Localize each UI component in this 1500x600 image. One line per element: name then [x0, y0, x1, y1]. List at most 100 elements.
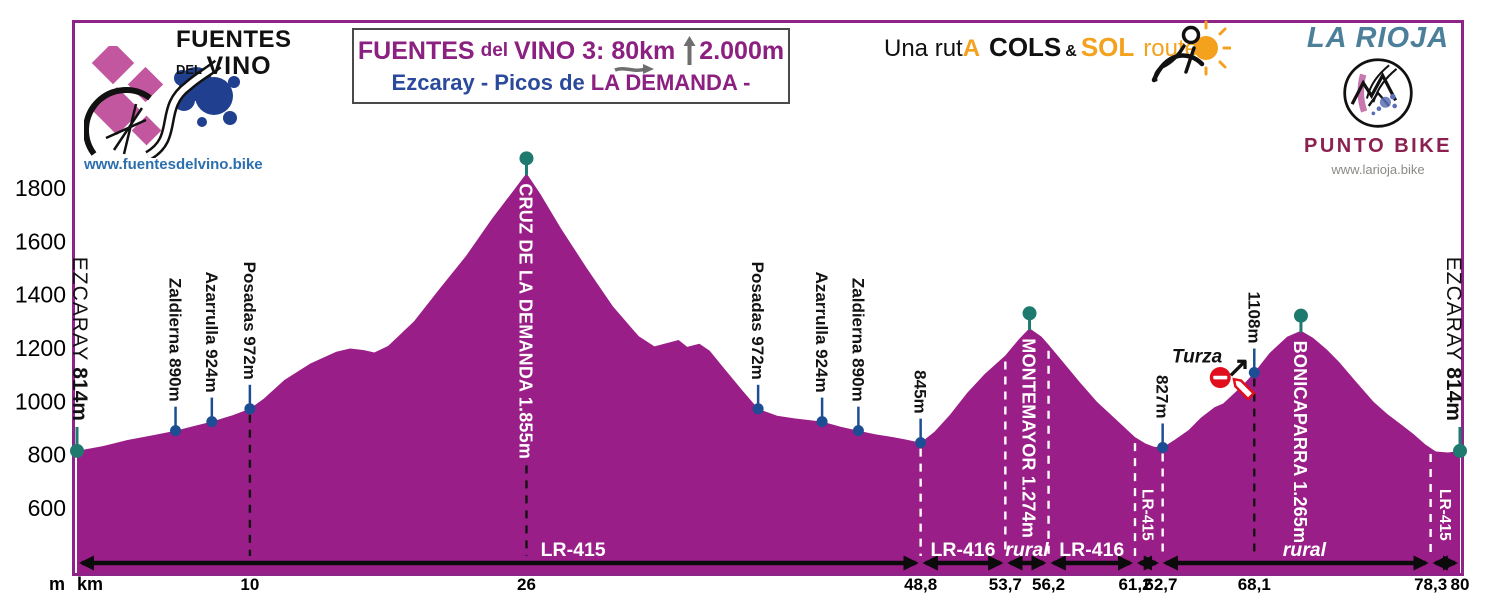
route-title-line1: FUENTES del VINO 3: 80km 2.000m — [358, 36, 785, 74]
vino-word: VINO — [206, 52, 272, 80]
km-dashed-lines — [248, 350, 1432, 556]
turza-label: Turza — [1172, 347, 1223, 368]
route-direction-arrow-icon — [614, 63, 655, 74]
y-axis-tick-label: 1200 — [15, 335, 66, 361]
del-word: DEL — [176, 62, 202, 77]
axis-labels: 1800 1600 1400 1200 1000 800 600 10 26 48,8 53,7 56… — [15, 175, 1470, 594]
tagline-ampersand: & — [1065, 43, 1077, 60]
waypoint-dot — [170, 425, 182, 437]
x-axis-unit-label: km — [77, 574, 103, 594]
waypoint-label: 1108m — [1244, 292, 1263, 344]
waypoint-label: Posadas 972m — [748, 262, 767, 380]
waypoint-label: Azarrulla 924m — [202, 272, 221, 393]
summit-dot — [519, 151, 534, 166]
y-axis-tick-label: 1400 — [15, 282, 66, 308]
punto-bike-emblem-icon — [1343, 58, 1413, 128]
rioja-website-link[interactable]: www.larioja.bike — [1331, 162, 1425, 177]
x-axis-tick-label: 62,7 — [1144, 575, 1177, 594]
tagline-part2: A — [962, 35, 981, 62]
tagline-cols: COLS — [989, 32, 1062, 62]
blue-speckles — [1371, 93, 1397, 116]
waypoint-label: Azarrulla 924m — [812, 272, 831, 393]
red-signpost-icon — [1232, 377, 1256, 401]
summit-label: MONTEMAYOR 1.274m — [1019, 338, 1039, 538]
waypoint-label: Zaldierna 890m — [166, 278, 185, 402]
fuentes-website-link[interactable]: www.fuentesdelvino.bike — [84, 156, 263, 173]
title-name2: del — [480, 40, 509, 61]
route-elevation-gain: 2.000m — [699, 36, 785, 65]
sun-icon — [1194, 20, 1231, 76]
waypoint-dot — [915, 437, 927, 449]
road-segment-label: LR-416 — [1059, 539, 1124, 561]
summit-label: CRUZ DE LA DEMANDA 1.855m — [515, 183, 535, 459]
x-axis-tick-label: 53,7 — [989, 575, 1022, 594]
x-axis-tick-label: 68,1 — [1238, 575, 1271, 594]
fuentes-word: FUENTES — [176, 26, 292, 53]
road-segment-label: rural — [1283, 539, 1327, 561]
summit-dot — [1022, 306, 1037, 321]
cyclist-figure-icon — [1151, 25, 1205, 83]
cyclist-sun-icon — [1151, 20, 1231, 83]
waypoint-markers — [70, 151, 1467, 458]
route-distance: 80km — [611, 37, 675, 74]
x-axis-tick-label: 61,2 — [1118, 575, 1151, 594]
waypoint-label: Zaldierna 890m — [848, 278, 867, 402]
y-axis-unit-label: m — [49, 574, 65, 594]
road-segments: LR-415 LR-416 rural LR-416 LR-415 rural LR-415 — [78, 489, 1459, 571]
elevation-area — [77, 173, 1460, 576]
fuentes-del-vino-logo: FUENTES DEL VINO www.fuentesdelvino.bike — [84, 26, 346, 178]
turza-annotation: Turza ↗ — [1172, 347, 1256, 401]
up-right-arrow-icon: ↗ — [1227, 352, 1250, 383]
y-axis-tick-label: 1800 — [15, 175, 66, 201]
route-title-line2: Ezcaray - Picos de LA DEMANDA - — [392, 70, 751, 96]
waypoint-label: 845m — [911, 370, 930, 413]
route-title-box: FUENTES del VINO 3: 80km 2.000m Ezcaray - Pi… — [352, 28, 790, 104]
x-axis-tick-label: 48,8 — [904, 575, 937, 594]
tagline-part1: Una rut — [884, 35, 963, 62]
route-destination: LA DEMANDA - — [590, 70, 751, 95]
road-segment-label: LR-415 — [1138, 489, 1155, 541]
waypoint-dot — [816, 416, 828, 428]
waypoint-dot — [852, 425, 864, 437]
waypoint-dot — [244, 403, 256, 415]
waypoint-dot — [70, 443, 84, 458]
fuentes-logo-graphic — [84, 46, 240, 158]
fuentes-logo-wordmark: FUENTES DEL VINO — [176, 28, 292, 79]
road-segment-label: LR-416 — [930, 539, 995, 561]
x-axis-tick-label: 10 — [240, 575, 259, 594]
y-axis-tick-label: 1600 — [15, 228, 66, 254]
summit-dot — [1293, 308, 1308, 323]
winding-road-icon — [144, 59, 222, 158]
la-rioja-wordmark: LA RIOJA — [1306, 22, 1450, 54]
x-axis-tick-label: 26 — [517, 575, 536, 594]
waypoint-dot — [206, 416, 218, 428]
elevation-gain-arrow-icon — [683, 36, 696, 65]
waypoint-dot — [1248, 367, 1260, 379]
punto-bike-wordmark: PUNTO BIKE — [1304, 135, 1452, 157]
title-name3: VINO 3: — [514, 36, 605, 65]
route-start: Ezcaray - Picos de — [391, 70, 585, 95]
waypoint-label: 827m — [1153, 375, 1172, 418]
chart-frame-border — [72, 20, 1464, 576]
waypoint-dot — [1157, 441, 1169, 453]
la-rioja-punto-bike-logo: LA RIOJA PUNTO BIKE www.larioja.bike — [1292, 22, 1464, 177]
x-axis-tick-label: 80 — [1451, 575, 1470, 594]
y-axis-tick-label: 1000 — [15, 388, 66, 414]
waypoint-dot — [752, 403, 764, 415]
x-axis-tick-label: 78,3 — [1414, 575, 1447, 594]
waypoint-label: Posadas 972m — [240, 262, 259, 380]
road-segment-label: LR-415 — [541, 539, 606, 561]
tagline-sol: SOL — [1080, 32, 1135, 62]
terminal-label: EZCARAY 814m — [1442, 257, 1465, 421]
bicycle-wheel-icon — [84, 87, 152, 156]
road-segment-label: rural — [1005, 539, 1049, 561]
terminal-label: EZCARAY 814m — [68, 257, 91, 421]
road-segment-label: LR-415 — [1436, 489, 1453, 541]
y-axis-tick-label: 800 — [28, 442, 66, 468]
waypoint-labels: EZCARAY 814m Zaldierna 890m Azarrulla 924m… — [68, 183, 1465, 543]
cols-sol-tagline: Una rut A COLS & SOL route — [884, 32, 1198, 63]
waypoint-dot — [1453, 443, 1467, 458]
y-axis-tick-label: 600 — [28, 495, 66, 521]
